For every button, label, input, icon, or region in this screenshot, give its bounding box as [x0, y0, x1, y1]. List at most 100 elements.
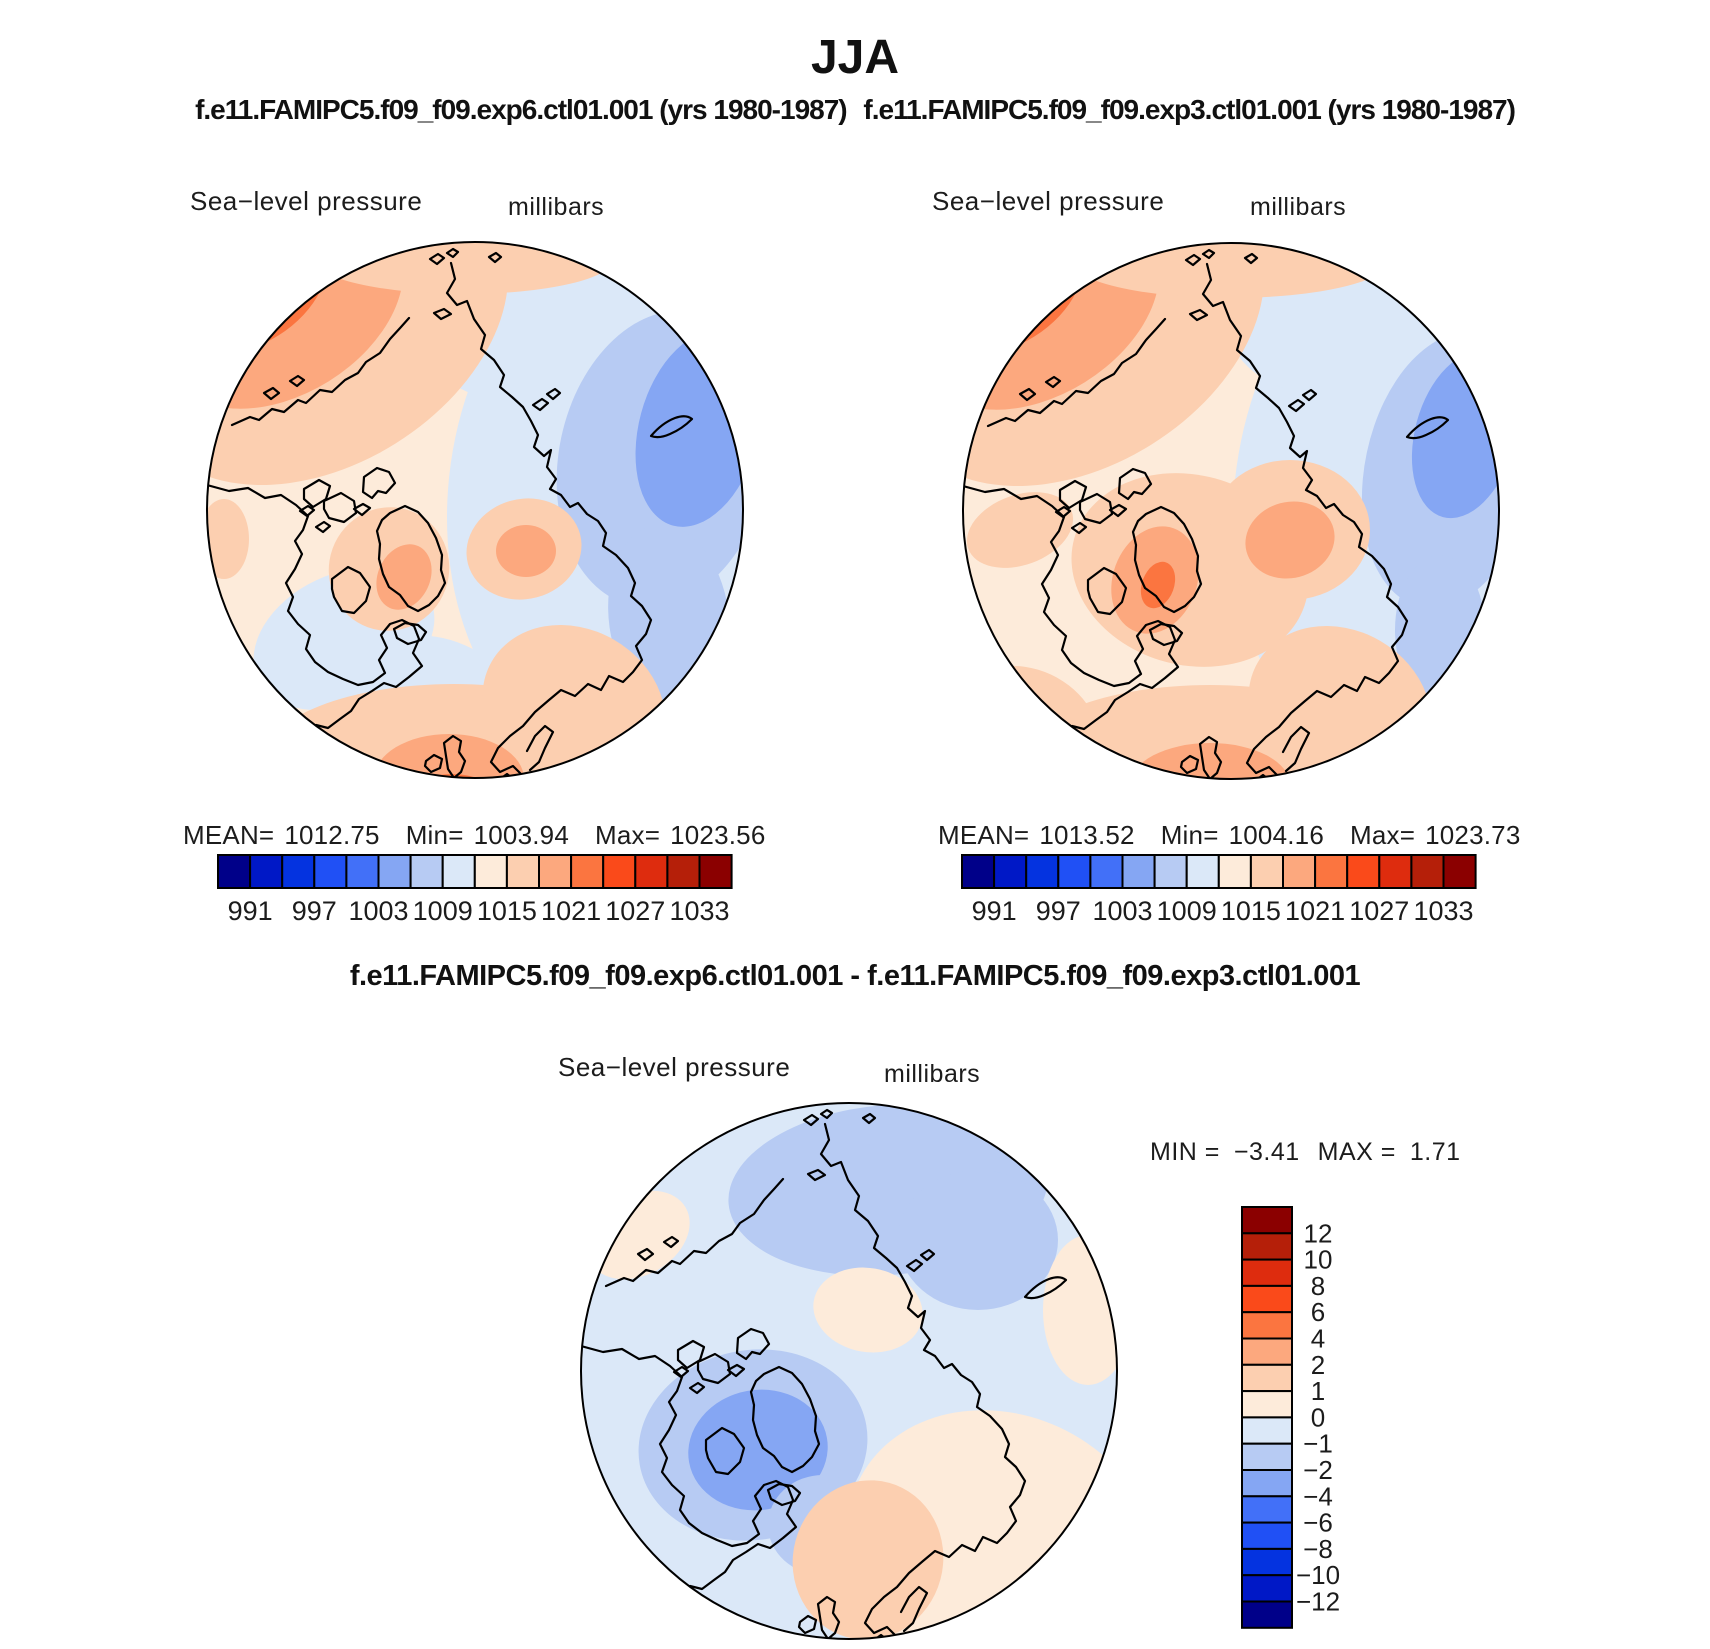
- colorbar-tick-label: 4: [1311, 1324, 1325, 1354]
- colorbar-tick-label: −12: [1296, 1587, 1340, 1617]
- colorbar-cell: [1241, 1547, 1293, 1577]
- colorbar-tick-label: 1003: [348, 896, 408, 926]
- diff-max-value: 1.71: [1409, 1138, 1461, 1166]
- colorbar-cell: [538, 854, 573, 889]
- colorbar-cell: [1089, 854, 1124, 889]
- colorbar-tick-label: 1027: [605, 896, 665, 926]
- colorbar-tick-label: 8: [1311, 1271, 1325, 1301]
- pressure-map-exp6: [206, 241, 744, 779]
- colorbar-tick-label: 2: [1311, 1350, 1325, 1380]
- colorbar-cell: [698, 854, 733, 889]
- pressure-map-exp3: [962, 242, 1500, 780]
- colorbar-cell: [441, 854, 476, 889]
- colorbar-tick-label: 12: [1304, 1218, 1333, 1248]
- map-boundary-circle: [580, 1102, 1118, 1640]
- max-label: Max=: [594, 820, 661, 850]
- colorbar-tick-label: 1021: [1285, 896, 1345, 926]
- colorbar-tick-label: −6: [1303, 1508, 1333, 1538]
- mean-label: MEAN=: [183, 820, 275, 850]
- colorbar-tick-label: −8: [1303, 1534, 1333, 1564]
- colorbar-cell: [1153, 854, 1188, 889]
- colorbar-tick-label: 6: [1311, 1297, 1325, 1327]
- colorbar-cell: [1241, 1416, 1293, 1445]
- diff-max-label: MAX =: [1317, 1138, 1396, 1166]
- colorbar-tick-label: −10: [1296, 1560, 1340, 1590]
- colorbar-tick-label: 1033: [1413, 896, 1473, 926]
- dataset-subtitle: f.e11.FAMIPC5.f09_f09.exp6.ctl01.001 (yr…: [0, 94, 1710, 126]
- max-value: 1023.73: [1425, 820, 1521, 850]
- panel-exp3-field-title: Sea−level pressure: [932, 186, 1165, 216]
- colorbar-cell: [1241, 1521, 1293, 1550]
- colorbar-tick-label: 1015: [1221, 896, 1281, 926]
- min-label: Min=: [1160, 820, 1219, 850]
- colorbar-cell: [1442, 854, 1477, 889]
- colorbar-tick-label: 1003: [1092, 896, 1152, 926]
- diff-field-title: Sea−level pressure: [558, 1052, 791, 1082]
- dataset-right-label: f.e11.FAMIPC5.f09_f09.exp3.ctl01.001 (yr…: [863, 94, 1516, 125]
- colorbar-cell: [1121, 854, 1156, 889]
- colorbar-cell: [1025, 854, 1060, 889]
- colorbar-tick-label: 1009: [1157, 896, 1217, 926]
- colorbar-tick-label: 1033: [669, 896, 729, 926]
- max-label: Max=: [1349, 820, 1416, 850]
- mean-value: 1013.52: [1039, 820, 1135, 850]
- panel-exp6-units-label: millibars: [508, 193, 605, 221]
- colorbar-tick-label: 991: [972, 896, 1017, 926]
- colorbar-exp6: 991 997 1003 1009 1015 1021 1027 1033: [217, 854, 733, 926]
- stats-exp6: MEAN= 1012.75 Min= 1003.94 Max= 1023.56: [183, 820, 765, 851]
- diff-min-value: −3.41: [1233, 1138, 1300, 1166]
- panel-exp3-units-label: millibars: [1250, 193, 1347, 221]
- colorbar-cell: [1378, 854, 1413, 889]
- colorbar-tick-label: 1009: [413, 896, 473, 926]
- colorbar-cell: [961, 854, 996, 889]
- colorbar-cell: [505, 854, 540, 889]
- colorbar-tick-label: 1021: [541, 896, 601, 926]
- diff-minmax: MIN = −3.41 MAX = 1.71: [1150, 1138, 1461, 1167]
- colorbar-cell: [377, 854, 412, 889]
- colorbar-tick-label: 991: [228, 896, 273, 926]
- min-label: Min=: [405, 820, 464, 850]
- colorbar-cell: [1241, 1232, 1293, 1261]
- colorbar-cell: [1057, 854, 1092, 889]
- map-boundary-circle: [206, 241, 744, 779]
- colorbar-cell: [1241, 1258, 1293, 1287]
- colorbar-tick-label: 1015: [477, 896, 537, 926]
- colorbar-tick-label: −1: [1303, 1429, 1333, 1459]
- colorbar-cell: [1241, 1600, 1293, 1629]
- map-boundary-circle: [962, 242, 1500, 780]
- colorbar-tick-label: −2: [1303, 1455, 1333, 1485]
- colorbar-cell: [409, 854, 444, 889]
- colorbar-cell: [281, 854, 316, 889]
- colorbar-tick-label: 10: [1304, 1245, 1333, 1275]
- colorbar-cell: [1282, 854, 1317, 889]
- colorbar-cell: [1241, 1469, 1293, 1498]
- colorbar-cell: [1346, 854, 1381, 889]
- colorbar-cell: [1241, 1442, 1293, 1471]
- difference-title: f.e11.FAMIPC5.f09_f09.exp6.ctl01.001 - f…: [349, 960, 1361, 992]
- colorbar-cell: [1410, 854, 1445, 889]
- contour-fill-regions: [581, 1103, 1117, 1639]
- dataset-left-label: f.e11.FAMIPC5.f09_f09.exp6.ctl01.001 (yr…: [195, 94, 848, 125]
- mean-label: MEAN=: [938, 820, 1030, 850]
- pressure-difference-map: [580, 1102, 1118, 1640]
- colorbar-cell: [1249, 854, 1284, 889]
- colorbar-cell: [1241, 1337, 1293, 1366]
- colorbar-cell: [473, 854, 508, 889]
- colorbar-cell: [1241, 1284, 1293, 1314]
- colorbar-cell: [1241, 1311, 1293, 1340]
- colorbar-cell: [217, 854, 252, 889]
- colorbar-cell: [993, 854, 1028, 889]
- colorbar-cell: [313, 854, 348, 889]
- page-title: JJA: [810, 31, 900, 84]
- colorbar-tick-label: 997: [292, 896, 337, 926]
- colorbar-cell: [1241, 1390, 1293, 1419]
- colorbar-tick-label: −4: [1303, 1481, 1333, 1511]
- min-value: 1003.94: [473, 820, 569, 850]
- colorbar-cell: [666, 854, 701, 889]
- colorbar-cell: [1241, 1574, 1293, 1603]
- panel-exp6-field-title: Sea−level pressure: [190, 186, 423, 216]
- colorbar-cell: [249, 854, 284, 889]
- stats-exp3: MEAN= 1013.52 Min= 1004.16 Max= 1023.73: [938, 820, 1520, 851]
